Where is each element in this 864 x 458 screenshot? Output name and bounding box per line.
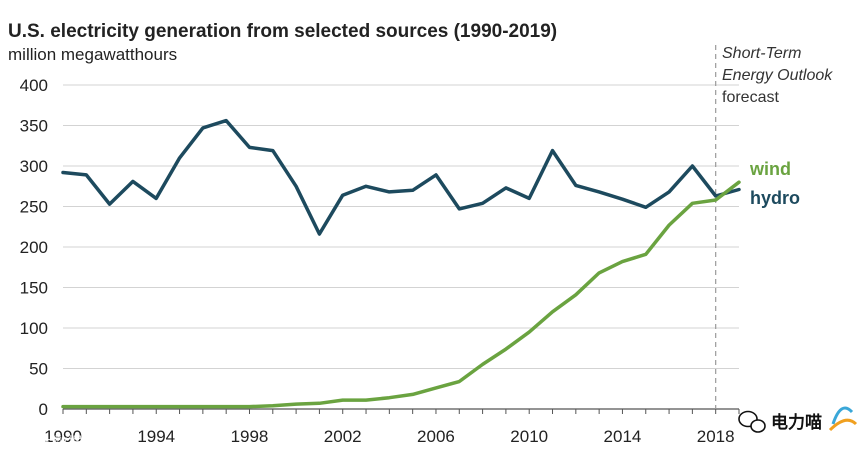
annotation-line-3: forecast (722, 89, 779, 106)
y-axis-ticks: 0 50 100 150 200 250 300 350 400 (20, 76, 48, 419)
annotation-line-2: Energy Outlook (722, 67, 833, 84)
chart-title: U.S. electricity generation from selecte… (8, 21, 557, 42)
series-label-wind: wind (749, 159, 791, 179)
x-tick-label-1994: 1994 (137, 427, 175, 446)
y-tick-label-300: 300 (20, 157, 48, 176)
x-tick-label-1990: 1990 (44, 427, 82, 446)
watermark-left: © 大数据局 (2, 434, 96, 450)
y-tick-label-50: 50 (29, 360, 48, 379)
forecast-annotation: Short-Term Energy Outlook forecast (722, 45, 833, 106)
series-line-hydro (61, 118, 741, 236)
y-tick-label-150: 150 (20, 279, 48, 298)
x-axis-ticks: 1990 1994 1998 2002 2006 2010 2014 2018 (44, 409, 740, 446)
wechat-icon (738, 410, 766, 433)
annotation-line-1: Short-Term (722, 45, 801, 62)
gridlines (63, 84, 739, 410)
y-tick-label-400: 400 (20, 76, 48, 95)
y-tick-label-200: 200 (20, 238, 48, 257)
y-tick-label-250: 250 (20, 198, 48, 217)
watermark-right-text: 电力喵 (771, 412, 822, 432)
x-tick-label-2014: 2014 (604, 427, 642, 446)
watermark-icon: © (2, 434, 13, 450)
x-tick-label-2010: 2010 (510, 427, 548, 446)
watermark-right: 电力喵 (738, 406, 858, 433)
series-label-hydro: hydro (750, 188, 800, 208)
x-tick-label-2006: 2006 (417, 427, 455, 446)
watermark-left-text: 大数据局 (40, 434, 96, 450)
series-line-wind (61, 180, 741, 409)
series-lines (61, 118, 741, 409)
brand-logo-icon (828, 406, 858, 432)
y-axis-label: million megawatthours (8, 45, 177, 64)
x-tick-label-2018: 2018 (697, 427, 735, 446)
x-tick-label-2002: 2002 (324, 427, 362, 446)
y-tick-label-0: 0 (39, 400, 48, 419)
y-tick-label-350: 350 (20, 117, 48, 136)
y-tick-label-100: 100 (20, 319, 48, 338)
x-tick-label-1998: 1998 (231, 427, 269, 446)
